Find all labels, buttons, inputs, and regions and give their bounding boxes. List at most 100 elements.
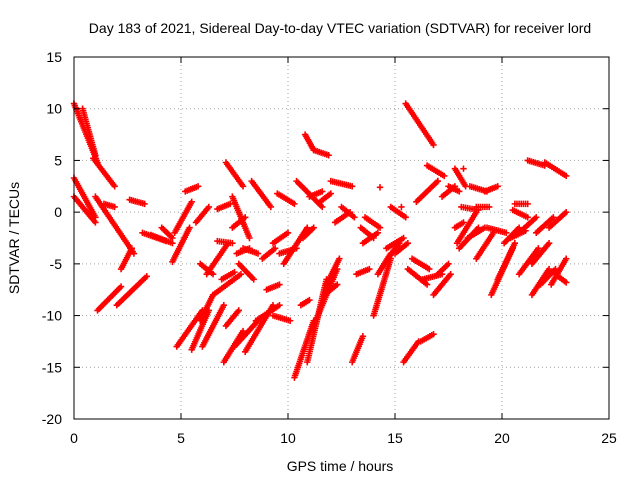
- data-point: [351, 214, 358, 221]
- data-point: [128, 245, 135, 252]
- data-point: [423, 281, 431, 288]
- data-point: [430, 141, 437, 149]
- data-point: [239, 183, 247, 190]
- data-point: [246, 234, 253, 242]
- data-point: [563, 279, 570, 286]
- data-point: [205, 203, 213, 211]
- data-point: [231, 268, 238, 276]
- data-point: [398, 203, 405, 211]
- data-point: [485, 203, 493, 211]
- chart-title: Day 183 of 2021, Sidereal Day-to-day VTE…: [89, 20, 591, 36]
- x-tick-label: 25: [601, 430, 617, 446]
- y-tick-label: -15: [42, 359, 62, 375]
- data-point: [325, 152, 332, 159]
- data-point: [237, 271, 245, 278]
- data-point: [242, 214, 249, 221]
- data-point: [334, 281, 341, 288]
- data-point: [426, 265, 433, 273]
- data-point: [117, 283, 125, 290]
- data-point: [563, 172, 570, 180]
- data-point: [460, 165, 467, 172]
- data-point: [535, 245, 542, 252]
- x-tick-label: 0: [70, 430, 78, 446]
- x-tick-label: 15: [387, 430, 403, 446]
- data-point: [359, 333, 367, 340]
- data-point: [503, 229, 510, 237]
- data-point: [511, 239, 519, 247]
- data-point: [209, 271, 217, 278]
- data-point: [306, 296, 313, 304]
- data-point: [400, 234, 407, 242]
- axis-ticks: 0 5 10 15 20 25 -20 -15 -10 -5 0 5 10 15: [42, 49, 617, 446]
- data-point: [402, 214, 409, 221]
- data-point: [376, 224, 384, 231]
- y-tick-label: 0: [54, 204, 62, 220]
- data-point: [186, 224, 193, 231]
- data-point: [533, 214, 540, 221]
- data-point: [111, 183, 118, 190]
- data-point: [430, 330, 437, 338]
- data-point: [276, 281, 283, 288]
- data-point: [434, 177, 441, 185]
- data-point: [349, 183, 356, 190]
- data-point: [276, 302, 283, 309]
- y-tick-label: -5: [50, 256, 63, 272]
- data-point: [304, 224, 311, 231]
- data-point: [254, 250, 262, 257]
- data-point: [194, 183, 202, 190]
- data-point: [284, 229, 292, 237]
- data-point: [545, 265, 553, 273]
- data-point: [366, 265, 373, 273]
- data-point: [404, 239, 412, 247]
- data-point: [447, 271, 454, 278]
- data-point: [545, 239, 553, 247]
- x-tick-label: 20: [494, 430, 510, 446]
- y-tick-label: 10: [46, 101, 62, 117]
- data-point: [563, 255, 570, 262]
- y-axis-label: SDTVAR / TECUs: [6, 182, 22, 294]
- data-point: [143, 273, 150, 280]
- data-point: [445, 260, 452, 268]
- y-tick-label: 5: [54, 152, 62, 168]
- data-point: [310, 224, 317, 231]
- data-point: [141, 200, 148, 208]
- x-tick-label: 10: [280, 430, 296, 446]
- x-tick-label: 5: [177, 430, 185, 446]
- grid-lines: [74, 57, 609, 419]
- data-point: [92, 219, 99, 226]
- data-point: [286, 317, 294, 324]
- data-point: [188, 198, 195, 205]
- data-point: [494, 183, 501, 190]
- data-point: [271, 245, 279, 252]
- y-tick-label: -10: [42, 308, 62, 324]
- data-point: [319, 188, 326, 195]
- data-point: [227, 200, 234, 208]
- data-point: [319, 203, 326, 211]
- data-point: [239, 327, 247, 335]
- data-point: [229, 239, 236, 247]
- data-point: [550, 214, 557, 221]
- data-point: [235, 307, 242, 314]
- data-point: [169, 234, 176, 242]
- data-point: [524, 214, 531, 221]
- x-axis-label: GPS time / hours: [287, 458, 394, 474]
- data-point: [376, 184, 384, 191]
- data-point: [267, 203, 275, 211]
- data-point: [460, 219, 467, 226]
- plot-frame: [73, 56, 610, 420]
- data-point: [220, 302, 227, 309]
- y-tick-label: 15: [46, 49, 62, 65]
- data-points: [70, 100, 570, 381]
- data-point: [291, 200, 298, 208]
- data-point: [336, 255, 343, 262]
- data-point: [111, 203, 118, 211]
- data-point: [441, 172, 448, 180]
- y-tick-label: -20: [42, 411, 62, 427]
- data-point: [250, 276, 257, 283]
- data-point: [456, 188, 463, 195]
- data-point: [374, 229, 382, 237]
- data-point: [524, 200, 531, 208]
- data-point: [563, 208, 570, 216]
- data-point: [327, 190, 334, 197]
